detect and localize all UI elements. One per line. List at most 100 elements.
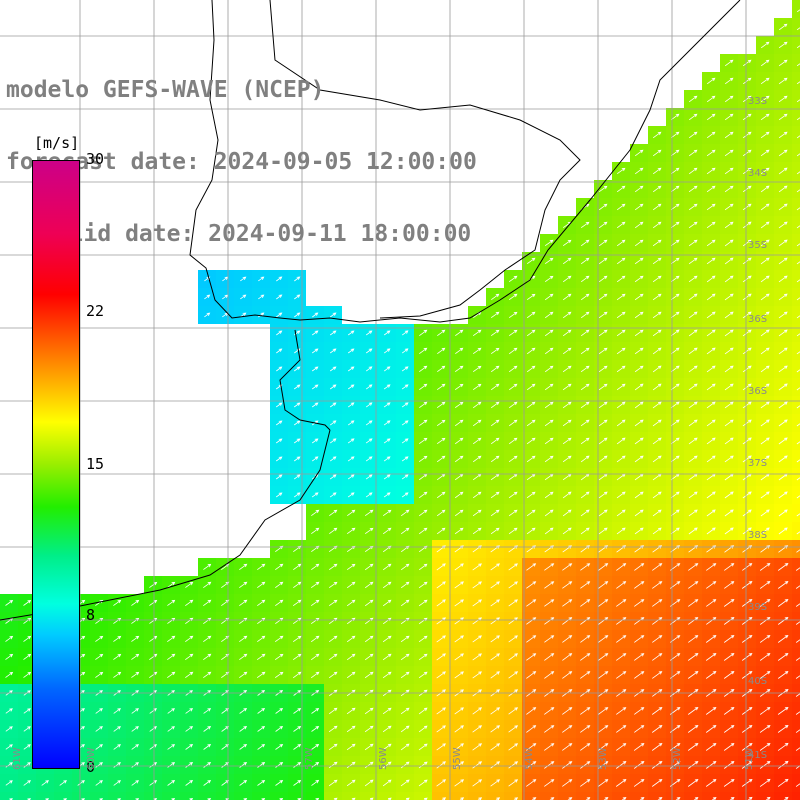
wind-cell xyxy=(108,792,126,800)
wind-arrow xyxy=(778,311,788,319)
wind-arrow xyxy=(454,779,465,787)
wind-arrow xyxy=(598,743,609,751)
wind-arrow xyxy=(634,185,644,193)
wind-arrow xyxy=(706,581,717,589)
wind-arrow xyxy=(742,59,752,67)
map-title: modelo GEFS-WAVE (NCEP) forecast date: 2… xyxy=(6,30,477,270)
wind-arrow xyxy=(490,509,500,517)
wind-arrow xyxy=(365,330,373,336)
wind-arrow xyxy=(472,779,483,787)
wind-cell xyxy=(792,702,800,720)
wind-arrow xyxy=(382,743,392,751)
wind-arrow xyxy=(329,420,337,426)
wind-arrow xyxy=(454,599,464,607)
wind-arrow xyxy=(723,707,735,715)
wind-arrow xyxy=(275,438,283,444)
wind-arrow xyxy=(419,365,428,373)
wind-arrow xyxy=(256,653,266,661)
wind-arrow xyxy=(562,653,573,661)
wind-arrow xyxy=(364,761,374,769)
wind-cell xyxy=(792,72,800,90)
wind-arrow xyxy=(562,293,572,301)
wind-arrow xyxy=(23,726,31,732)
wind-arrow xyxy=(562,383,572,391)
wind-arrow xyxy=(760,527,770,535)
wind-arrow xyxy=(329,509,338,517)
wind-arrow xyxy=(490,365,500,373)
wind-arrow xyxy=(760,167,770,175)
wind-arrow xyxy=(688,203,698,211)
wind-arrow xyxy=(634,401,644,409)
wind-arrow xyxy=(796,207,800,211)
wind-arrow xyxy=(240,294,247,300)
wind-arrow xyxy=(490,329,500,337)
wind-arrow xyxy=(436,527,446,535)
wind-arrow xyxy=(347,438,355,444)
wind-cell xyxy=(792,342,800,360)
wind-arrow xyxy=(760,491,770,499)
wind-arrow xyxy=(310,653,320,661)
wind-arrow xyxy=(741,761,753,769)
wind-arrow xyxy=(688,419,698,427)
wind-arrow xyxy=(742,329,752,337)
wind-cell xyxy=(702,792,720,800)
wind-arrow xyxy=(508,509,518,517)
wind-arrow xyxy=(276,312,283,318)
wind-arrow xyxy=(27,798,31,800)
wind-arrow xyxy=(400,653,410,661)
wind-cell xyxy=(756,792,774,800)
wind-arrow xyxy=(652,293,662,301)
wind-arrow xyxy=(508,671,519,679)
wind-arrow xyxy=(652,635,663,643)
wind-arrow xyxy=(364,635,374,643)
wind-arrow xyxy=(580,239,590,247)
wind-arrow xyxy=(436,581,446,589)
wind-arrow xyxy=(580,257,590,265)
wind-arrow xyxy=(742,185,752,193)
wind-arrow xyxy=(706,365,716,373)
wind-cell xyxy=(414,792,432,800)
wind-arrow xyxy=(544,311,554,319)
wind-arrow xyxy=(203,726,212,732)
wind-arrow xyxy=(167,635,176,643)
wind-arrow xyxy=(760,239,770,247)
wind-arrow xyxy=(239,726,248,732)
wind-arrow xyxy=(131,726,139,732)
wind-arrow xyxy=(598,455,608,463)
wind-arrow xyxy=(724,383,734,391)
wind-arrow xyxy=(688,131,698,139)
wind-arrow xyxy=(311,438,319,444)
wind-arrow xyxy=(562,761,573,769)
wind-arrow xyxy=(634,437,644,445)
wind-arrow xyxy=(436,383,446,391)
wind-arrow xyxy=(706,347,716,355)
wind-arrow xyxy=(131,780,139,786)
wind-arrow xyxy=(562,707,573,715)
wind-arrow xyxy=(526,581,537,589)
wind-arrow xyxy=(418,761,428,769)
wind-arrow xyxy=(364,653,374,661)
wind-arrow xyxy=(418,653,428,661)
wind-arrow xyxy=(400,635,410,643)
wind-arrow xyxy=(670,239,680,247)
wind-arrow xyxy=(185,780,194,786)
wind-arrow xyxy=(526,617,537,625)
wind-arrow xyxy=(329,438,337,444)
wind-arrow xyxy=(257,599,266,607)
wind-arrow xyxy=(311,563,320,571)
wind-arrow xyxy=(562,491,572,499)
wind-arrow xyxy=(382,563,392,571)
wind-arrow xyxy=(311,762,320,768)
wind-arrow xyxy=(189,798,194,800)
wind-arrow xyxy=(760,149,770,157)
wind-cell xyxy=(792,504,800,522)
wind-arrow xyxy=(562,365,572,373)
wind-cell xyxy=(792,306,800,324)
wind-arrow xyxy=(544,347,554,355)
wind-arrow xyxy=(472,383,482,391)
wind-arrow xyxy=(760,383,770,391)
wind-arrow xyxy=(113,653,122,660)
wind-arrow xyxy=(759,707,771,715)
wind-arrow xyxy=(544,671,555,679)
wind-arrow xyxy=(310,581,320,589)
